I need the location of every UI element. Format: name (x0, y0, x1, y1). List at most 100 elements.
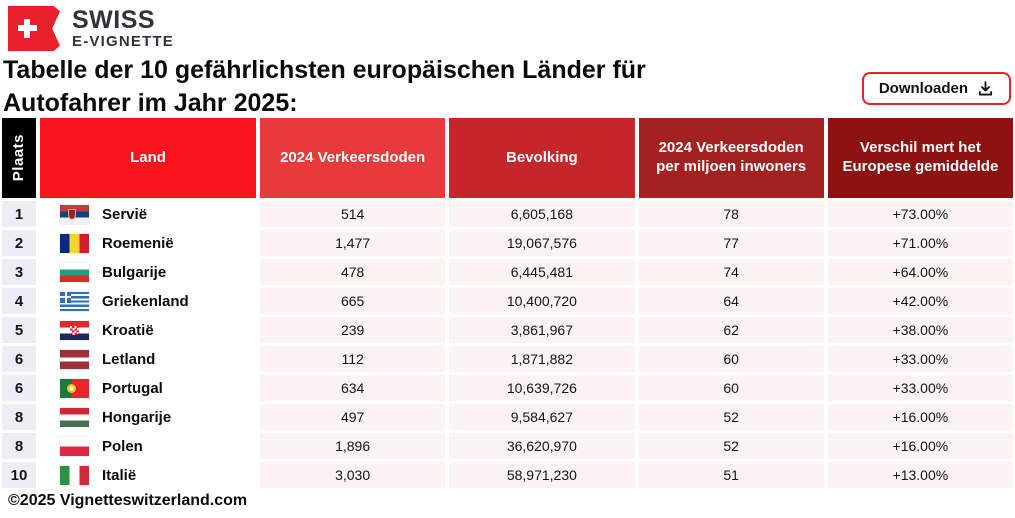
verkeersdoden-cell: 1,477 (260, 230, 446, 256)
verschil-cell: +73.00% (827, 201, 1013, 227)
country-cell: Griekenland (40, 288, 256, 314)
logo-line2: E-VIGNETTE (72, 33, 175, 51)
danger-countries-table: Plaats Land 2024 Verkeersdoden Bevolking… (2, 118, 1013, 488)
verkeersdoden-cell: 497 (260, 404, 446, 430)
country-name: Portugal (102, 379, 163, 397)
verkeersdoden-cell: 112 (260, 346, 446, 372)
latvia-flag-icon (60, 349, 89, 369)
country-name: Polen (102, 437, 143, 455)
per-miljoen-cell: 77 (638, 230, 824, 256)
verschil-cell: +42.00% (827, 288, 1013, 314)
column-header-verkeersdoden: 2024 Verkeersdoden (260, 118, 446, 198)
verschil-cell: +13.00% (827, 462, 1013, 488)
bevolking-cell: 6,605,168 (449, 201, 635, 227)
bevolking-cell: 3,861,967 (449, 317, 635, 343)
per-miljoen-cell: 74 (638, 259, 824, 285)
verschil-cell: +33.00% (827, 346, 1013, 372)
per-miljoen-cell: 52 (638, 404, 824, 430)
verschil-cell: +33.00% (827, 375, 1013, 401)
bevolking-cell: 6,445,481 (449, 259, 635, 285)
column-header-bevolking: Bevolking (449, 118, 635, 198)
per-miljoen-cell: 60 (638, 375, 824, 401)
per-miljoen-cell: 51 (638, 462, 824, 488)
swiss-cross-icon (18, 19, 37, 38)
bevolking-cell: 19,067,576 (449, 230, 635, 256)
portugal-flag-icon (60, 378, 89, 398)
country-name: Griekenland (102, 292, 189, 310)
rank-cell: 1 (2, 201, 36, 227)
verschil-cell: +16.00% (827, 404, 1013, 430)
bevolking-cell: 9,584,627 (449, 404, 635, 430)
rank-cell: 3 (2, 259, 36, 285)
country-name: Italië (102, 466, 137, 484)
swiss-flag-icon (8, 6, 60, 51)
swiss-evignette-logo: SWISS E-VIGNETTE (8, 6, 174, 51)
serbia-flag-icon (60, 204, 89, 224)
country-cell: Italië (40, 462, 256, 488)
hungary-flag-icon (60, 407, 89, 427)
column-header-verschil-gemiddelde: Verschil mert het Europese gemiddelde (827, 118, 1013, 198)
per-miljoen-cell: 52 (638, 433, 824, 459)
verschil-cell: +64.00% (827, 259, 1013, 285)
verschil-cell: +16.00% (827, 433, 1013, 459)
logo-line1: SWISS (72, 5, 156, 34)
country-cell: Hongarije (40, 404, 256, 430)
rank-cell: 8 (2, 404, 36, 430)
italy-flag-icon (60, 465, 89, 485)
country-cell: Polen (40, 433, 256, 459)
country-name: Hongarije (102, 408, 172, 426)
verkeersdoden-cell: 239 (260, 317, 446, 343)
bevolking-cell: 10,400,720 (449, 288, 635, 314)
column-header-land: Land (40, 118, 256, 198)
bevolking-cell: 36,620,970 (449, 433, 635, 459)
rank-cell: 10 (2, 462, 36, 488)
rank-cell: 8 (2, 433, 36, 459)
verkeersdoden-cell: 3,030 (260, 462, 446, 488)
verkeersdoden-cell: 514 (260, 201, 446, 227)
rank-cell: 5 (2, 317, 36, 343)
verkeersdoden-cell: 665 (260, 288, 446, 314)
country-name: Bulgarije (102, 263, 167, 281)
rank-cell: 2 (2, 230, 36, 256)
country-cell: Bulgarije (40, 259, 256, 285)
country-cell: Kroatië (40, 317, 256, 343)
bevolking-cell: 1,871,882 (449, 346, 635, 372)
verschil-cell: +71.00% (827, 230, 1013, 256)
greece-flag-icon (60, 291, 89, 311)
country-cell: Portugal (40, 375, 256, 401)
logo-text: SWISS E-VIGNETTE (72, 5, 175, 51)
download-icon (978, 81, 993, 96)
country-cell: Letland (40, 346, 256, 372)
rank-cell: 6 (2, 346, 36, 372)
bevolking-cell: 58,971,230 (449, 462, 635, 488)
download-button-label: Downloaden (878, 80, 968, 97)
country-name: Roemenië (102, 234, 174, 252)
country-cell: Roemenië (40, 230, 256, 256)
verschil-cell: +38.00% (827, 317, 1013, 343)
verkeersdoden-cell: 478 (260, 259, 446, 285)
country-cell: Servië (40, 201, 256, 227)
column-header-per-miljoen-inwoners: 2024 Verkeersdoden per miljoen inwoners (638, 118, 824, 198)
per-miljoen-cell: 78 (638, 201, 824, 227)
rank-cell: 4 (2, 288, 36, 314)
verkeersdoden-cell: 634 (260, 375, 446, 401)
per-miljoen-cell: 62 (638, 317, 824, 343)
verkeersdoden-cell: 1,896 (260, 433, 446, 459)
bevolking-cell: 10,639,726 (449, 375, 635, 401)
page-title: Tabelle der 10 gefährlichsten europäisch… (3, 56, 646, 117)
copyright-text: ©2025 Vignetteswitzerland.com (8, 492, 248, 509)
poland-flag-icon (60, 436, 89, 456)
column-header-plaats: Plaats (2, 118, 36, 198)
romania-flag-icon (60, 233, 89, 253)
country-name: Letland (102, 350, 156, 368)
country-name: Kroatië (102, 321, 154, 339)
column-header-plaats-label: Plaats (9, 134, 27, 182)
croatia-flag-icon (60, 320, 89, 340)
country-name: Servië (102, 205, 148, 223)
bulgaria-flag-icon (60, 262, 89, 282)
per-miljoen-cell: 60 (638, 346, 824, 372)
per-miljoen-cell: 64 (638, 288, 824, 314)
download-button[interactable]: Downloaden (861, 72, 1011, 105)
rank-cell: 6 (2, 375, 36, 401)
